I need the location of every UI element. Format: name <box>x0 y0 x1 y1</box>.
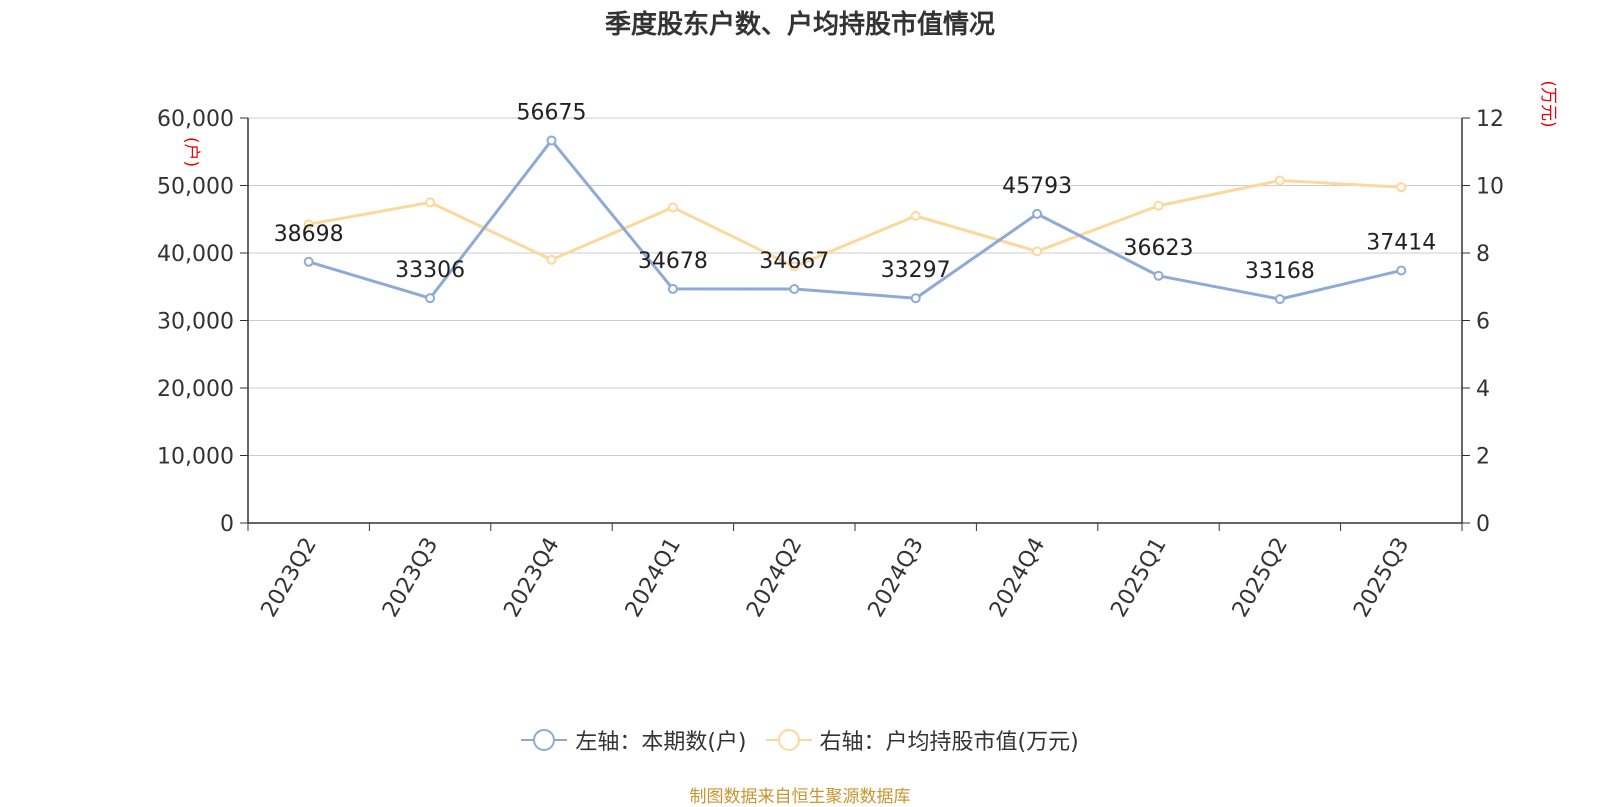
data-point-holders <box>1274 294 1285 305</box>
right-axis-tick-label: 6 <box>1476 310 1490 335</box>
data-point-market-value <box>667 202 678 213</box>
x-axis-tick-label: 2024Q1 <box>621 534 686 622</box>
data-point-holders <box>667 283 678 294</box>
data-source-note: 制图数据来自恒生聚源数据库 <box>689 787 911 807</box>
x-axis-tick-label: 2024Q4 <box>985 534 1050 622</box>
left-axis-tick-label: 10,000 <box>157 445 234 470</box>
x-axis-tick-label: 2024Q2 <box>742 534 807 622</box>
data-label-holders: 33306 <box>395 258 465 283</box>
data-point-market-value <box>1032 246 1043 257</box>
data-label-holders: 38698 <box>274 222 344 247</box>
right-axis-tick-label: 4 <box>1476 377 1490 402</box>
data-point-market-value <box>1274 175 1285 186</box>
data-label-holders: 34678 <box>638 249 708 274</box>
data-label-holders: 33168 <box>1245 259 1315 284</box>
data-label-holders: 56675 <box>517 100 587 125</box>
data-point-market-value <box>910 210 921 221</box>
legend-item-market-value[interactable]: 右轴：户均持股市值(万元) <box>765 724 1079 756</box>
data-point-market-value <box>546 254 557 265</box>
right-axis-tick-label: 12 <box>1476 107 1504 132</box>
data-point-market-value <box>1396 182 1407 193</box>
x-axis-tick-label: 2024Q3 <box>864 534 929 622</box>
grid-lines <box>248 117 1462 456</box>
series-layer <box>303 135 1407 305</box>
series-line-market-value <box>308 178 1402 268</box>
legend-label-holders: 左轴：本期数(户) <box>575 730 747 755</box>
left-axis-tick-label: 60,000 <box>157 107 234 132</box>
data-point-market-value <box>303 219 314 230</box>
right-axis-tick-label: 2 <box>1476 445 1490 470</box>
data-label-holders: 37414 <box>1366 230 1436 255</box>
legend-swatch-holders <box>521 728 568 752</box>
left-axis-tick-label: 50,000 <box>157 175 234 200</box>
right-axis-unit-label: (万元) <box>1538 80 1558 127</box>
left-axis-unit-label: (户) <box>181 137 201 167</box>
x-axis-tick-label: 2025Q3 <box>1349 534 1414 622</box>
left-axis-tick-label: 20,000 <box>157 377 234 402</box>
data-labels: 38698 33306 56675 34678 34667 33297 45793 36623… <box>274 100 1437 284</box>
data-point-market-value <box>1153 200 1164 211</box>
x-axis-tick-label: 2023Q4 <box>499 534 564 622</box>
legend-item-holders[interactable]: 左轴：本期数(户) <box>521 724 747 756</box>
left-axis-tick-label: 0 <box>220 512 234 537</box>
right-axis-tick-label: 8 <box>1476 242 1490 267</box>
data-point-holders <box>546 135 557 146</box>
x-axis-tick-label: 2023Q3 <box>378 534 443 622</box>
x-axis-tick-label: 2025Q1 <box>1106 534 1171 622</box>
left-axis-tick-label: 30,000 <box>157 310 234 335</box>
series-line-holders <box>308 138 1402 301</box>
legend-label-market-value: 右轴：户均持股市值(万元) <box>819 730 1079 755</box>
axes: 0 10,000 20,000 30,000 40,000 50,000 60,000 0 2 4… <box>157 80 1558 621</box>
data-point-holders <box>303 256 314 267</box>
left-axis-tick-label: 40,000 <box>157 242 234 267</box>
data-point-market-value <box>425 197 436 208</box>
right-axis-tick-label: 0 <box>1476 512 1490 537</box>
chart-title: 季度股东户数、户均持股市值情况 <box>604 10 995 40</box>
data-label-holders: 33297 <box>881 258 951 283</box>
x-axis-tick-label: 2025Q2 <box>1228 534 1293 622</box>
data-point-holders <box>910 293 921 304</box>
data-point-holders <box>789 283 800 294</box>
data-point-holders <box>1153 270 1164 281</box>
data-point-holders <box>1032 208 1043 219</box>
data-point-holders <box>1396 265 1407 276</box>
data-point-holders <box>425 293 436 304</box>
data-label-holders: 45793 <box>1002 174 1072 199</box>
data-label-holders: 36623 <box>1124 236 1194 261</box>
legend-swatch-market-value <box>765 728 812 752</box>
data-label-holders: 34667 <box>759 249 829 274</box>
data-point-market-value <box>789 261 800 272</box>
x-axis-tick-label: 2023Q2 <box>257 534 322 622</box>
legend: 左轴：本期数(户) 右轴：户均持股市值(万元) <box>0 724 1600 758</box>
right-axis-tick-label: 10 <box>1476 175 1504 200</box>
